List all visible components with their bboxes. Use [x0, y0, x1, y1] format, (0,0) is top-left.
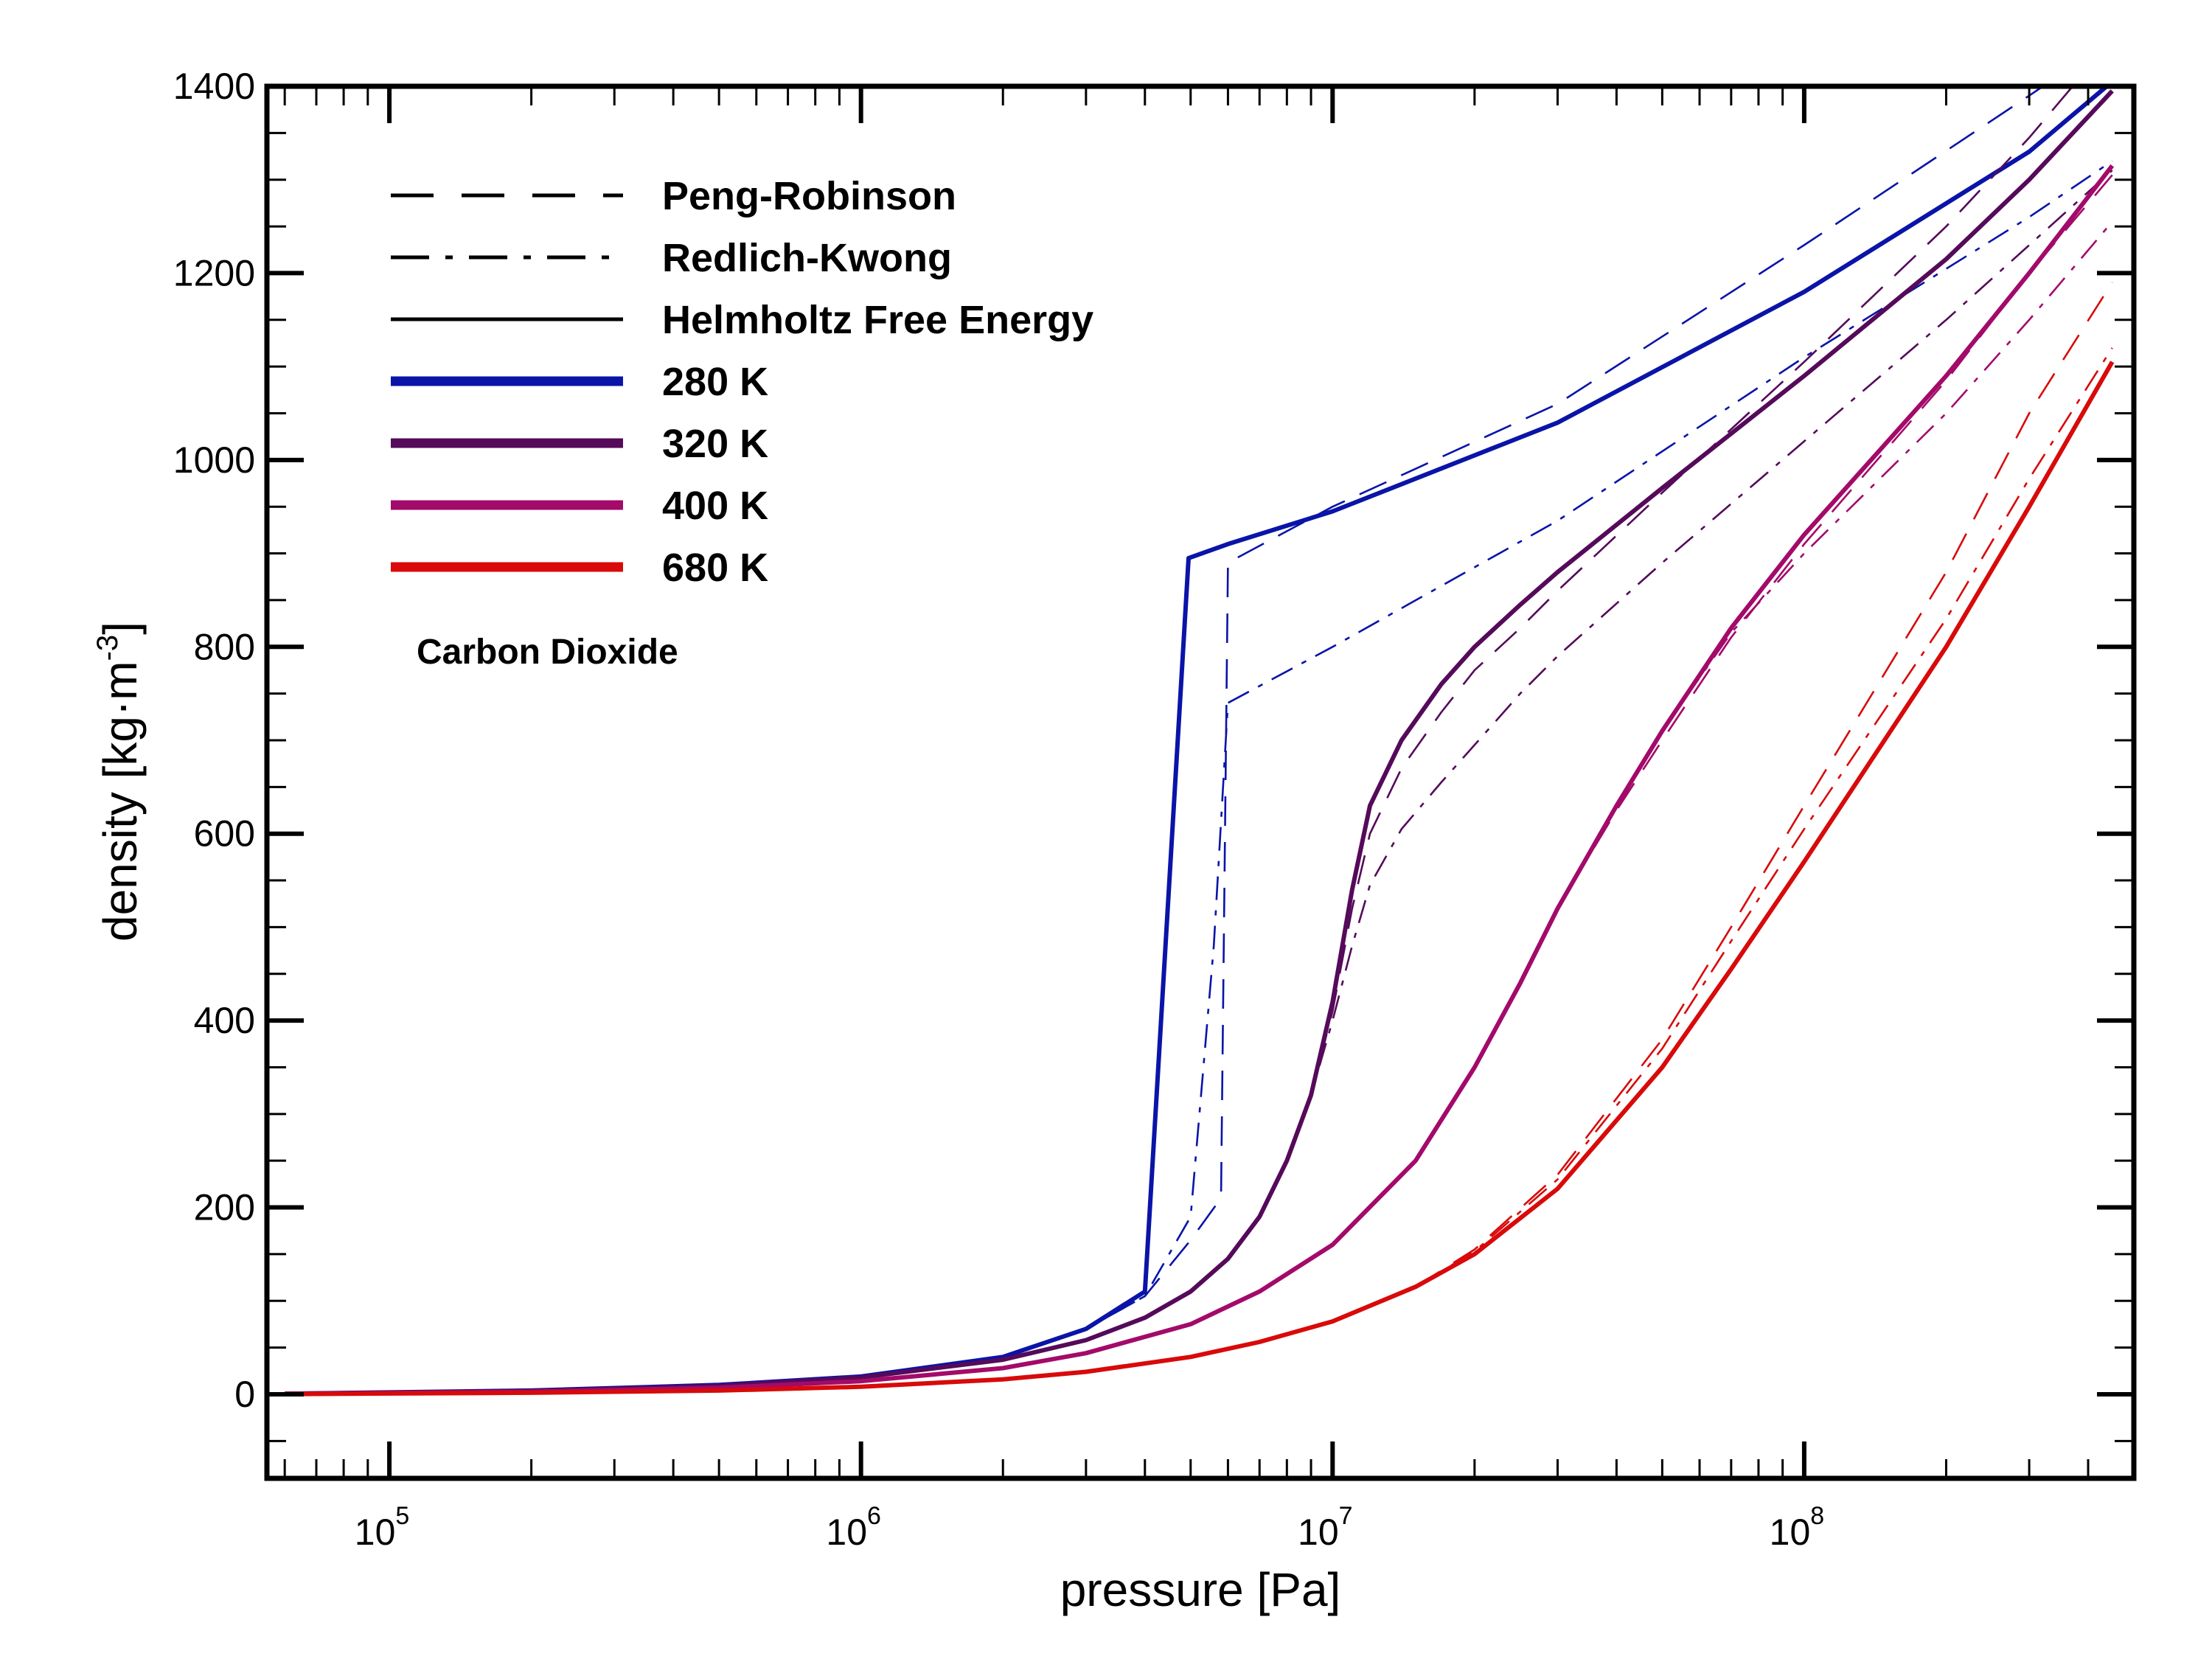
y-axis-title: density [kg·m-3]: [91, 622, 147, 942]
x-tick-labels: 105 106 107 108: [355, 1502, 1824, 1553]
x-tick-label-exp: 6: [867, 1502, 881, 1530]
x-tick-label-base: 10: [826, 1512, 867, 1553]
legend-label-peng-robinson: Peng-Robinson: [662, 174, 956, 218]
series-680k-helmholtz-free-energy: [285, 361, 2115, 1397]
y-axis-title-main: density [kg·m: [94, 661, 147, 942]
series-280k-peng-robinson: [285, 86, 2045, 1395]
major-ticks: [267, 84, 2134, 1478]
y-tick-label: 1400: [173, 66, 255, 107]
x-tick-label-base: 10: [1298, 1512, 1339, 1553]
x-tick-label-exp: 7: [1339, 1502, 1353, 1530]
series-320k-helmholtz-free-energy: [285, 89, 2114, 1397]
y-tick-label: 0: [234, 1374, 255, 1415]
x-tick-label-exp: 8: [1810, 1502, 1824, 1530]
y-axis-title-sup: -3: [91, 635, 124, 661]
legend-label-680-k: 680 K: [662, 546, 768, 590]
x-tick-label: 105: [355, 1502, 410, 1553]
plot-frame: [264, 83, 2137, 1481]
y-tick-label: 800: [194, 626, 255, 667]
legend: Peng-Robinson Redlich-Kwong Helmholtz Free…: [391, 174, 1093, 590]
series-320k-peng-robinson: [285, 86, 2074, 1395]
series-layer: [285, 86, 2115, 1397]
y-tick-label: 1200: [173, 252, 255, 293]
legend-label-320-k: 320 K: [662, 422, 768, 466]
legend-label-400-k: 400 K: [662, 484, 768, 528]
x-tick-label-base: 10: [1770, 1512, 1811, 1553]
legend-label-redlich-kwong: Redlich-Kwong: [662, 236, 952, 280]
y-tick-label: 1000: [173, 439, 255, 481]
series-400k-redlich-kwong: [285, 220, 2113, 1395]
y-axis-title-close: ]: [94, 622, 147, 635]
x-axis-title: pressure [Pa]: [1060, 1563, 1341, 1616]
legend-label-280-k: 280 K: [662, 360, 768, 404]
annotation-carbon-dioxide: Carbon Dioxide: [417, 633, 678, 672]
minor-ticks: [267, 86, 2134, 1478]
series-400k-peng-robinson: [285, 174, 2113, 1395]
y-tick-label: 600: [194, 813, 255, 855]
y-tick-label: 200: [194, 1187, 255, 1228]
x-tick-label: 106: [826, 1502, 881, 1553]
series-680k-redlich-kwong: [285, 347, 2113, 1395]
x-tick-label-exp: 5: [395, 1502, 409, 1530]
x-tick-label: 107: [1298, 1502, 1353, 1553]
y-tick-label: 400: [194, 1000, 255, 1041]
y-tick-labels: 0 200 400 600 800 1000 1200 1400: [173, 66, 255, 1415]
series-680k-peng-robinson: [285, 282, 2113, 1395]
series-320k-redlich-kwong: [285, 170, 2113, 1395]
x-tick-label-base: 10: [355, 1512, 396, 1553]
x-tick-label: 108: [1770, 1502, 1825, 1553]
series-280k-helmholtz-free-energy: [285, 86, 2110, 1397]
legend-label-helmholtz-free-energy: Helmholtz Free Energy: [662, 298, 1093, 342]
